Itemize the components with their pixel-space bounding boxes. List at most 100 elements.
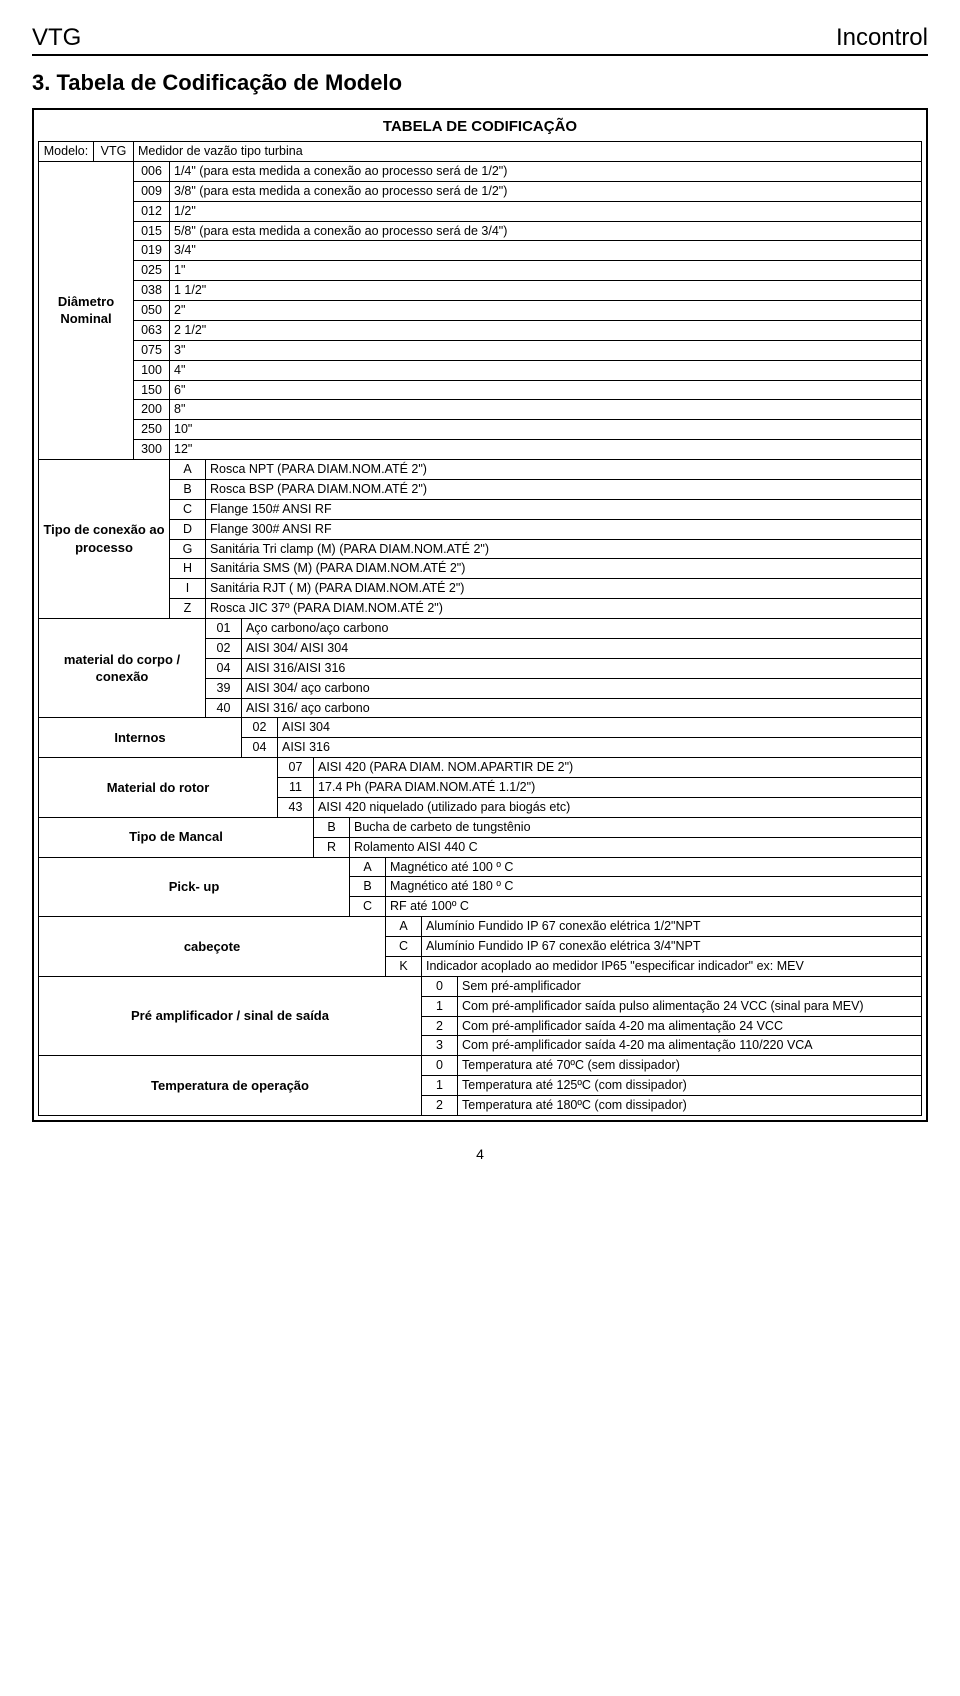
diam-val: 10" <box>170 420 922 440</box>
mr-code: 07 <box>278 758 314 778</box>
diam-code: 009 <box>134 181 170 201</box>
pa-val: Com pré-amplificador saída 4-20 ma alime… <box>458 1016 922 1036</box>
cab-code: A <box>386 917 422 937</box>
tc-val: Rosca JIC 37º (PARA DIAM.NOM.ATÉ 2") <box>206 599 922 619</box>
temp-val: Temperatura até 70ºC (sem dissipador) <box>458 1056 922 1076</box>
tc-code: C <box>170 499 206 519</box>
tc-code: H <box>170 559 206 579</box>
diam-val: 5/8" (para esta medida a conexão ao proc… <box>170 221 922 241</box>
mc-val: Aço carbono/aço carbono <box>242 619 922 639</box>
pu-code: B <box>350 877 386 897</box>
header-left: VTG <box>32 24 81 52</box>
pa-code: 3 <box>422 1036 458 1056</box>
header-right: Incontrol <box>836 24 928 52</box>
pu-code: C <box>350 897 386 917</box>
diam-code: 100 <box>134 360 170 380</box>
pa-code: 2 <box>422 1016 458 1036</box>
material-rotor-label: Material do rotor <box>39 758 278 818</box>
tm-val: Rolamento AISI 440 C <box>350 837 922 857</box>
temp-code: 1 <box>422 1076 458 1096</box>
tipo-mancal-label: Tipo de Mancal <box>39 817 314 857</box>
mc-code: 04 <box>206 658 242 678</box>
mr-code: 43 <box>278 797 314 817</box>
diam-val: 1/2" <box>170 201 922 221</box>
tipo-conexao-label: Tipo de conexão ao processo <box>39 460 170 619</box>
page-header: VTG Incontrol <box>32 24 928 56</box>
temp-code: 2 <box>422 1096 458 1116</box>
tc-val: Sanitária SMS (M) (PARA DIAM.NOM.ATÉ 2") <box>206 559 922 579</box>
tc-code: B <box>170 479 206 499</box>
int-code: 02 <box>242 718 278 738</box>
codification-table: Modelo: VTG Medidor de vazão tipo turbin… <box>38 141 922 1116</box>
tc-code: I <box>170 579 206 599</box>
pu-val: Magnético até 180 º C <box>386 877 922 897</box>
diam-code: 300 <box>134 440 170 460</box>
diam-val: 12" <box>170 440 922 460</box>
model-label: Modelo: <box>39 142 94 162</box>
tc-code: D <box>170 519 206 539</box>
mc-code: 01 <box>206 619 242 639</box>
cab-code: C <box>386 937 422 957</box>
tc-val: Rosca NPT (PARA DIAM.NOM.ATÉ 2") <box>206 460 922 480</box>
mc-code: 39 <box>206 678 242 698</box>
tc-code: G <box>170 539 206 559</box>
mc-code: 02 <box>206 638 242 658</box>
codification-title: TABELA DE CODIFICAÇÃO <box>38 114 922 141</box>
diam-code: 050 <box>134 301 170 321</box>
diam-val: 3/8" (para esta medida a conexão ao proc… <box>170 181 922 201</box>
tc-val: Flange 300# ANSI RF <box>206 519 922 539</box>
tc-code: Z <box>170 599 206 619</box>
mr-code: 11 <box>278 778 314 798</box>
diam-code: 025 <box>134 261 170 281</box>
pa-val: Sem pré-amplificador <box>458 976 922 996</box>
cab-code: K <box>386 956 422 976</box>
internos-label: Internos <box>39 718 242 758</box>
pa-val: Com pré-amplificador saída 4-20 ma alime… <box>458 1036 922 1056</box>
mc-code: 40 <box>206 698 242 718</box>
tm-val: Bucha de carbeto de tungstênio <box>350 817 922 837</box>
temp-val: Temperatura até 125ºC (com dissipador) <box>458 1076 922 1096</box>
int-val: AISI 304 <box>278 718 922 738</box>
diam-val: 2" <box>170 301 922 321</box>
codification-box: TABELA DE CODIFICAÇÃO Modelo: VTG Medido… <box>32 108 928 1122</box>
mc-val: AISI 316/AISI 316 <box>242 658 922 678</box>
diam-val: 4" <box>170 360 922 380</box>
tc-val: Rosca BSP (PARA DIAM.NOM.ATÉ 2") <box>206 479 922 499</box>
diam-code: 012 <box>134 201 170 221</box>
pu-val: RF até 100º C <box>386 897 922 917</box>
mc-val: AISI 316/ aço carbono <box>242 698 922 718</box>
cab-val: Alumínio Fundido IP 67 conexão elétrica … <box>422 917 922 937</box>
preamp-label: Pré amplificador / sinal de saída <box>39 976 422 1056</box>
mc-val: AISI 304/ AISI 304 <box>242 638 922 658</box>
diam-code: 015 <box>134 221 170 241</box>
pu-code: A <box>350 857 386 877</box>
diam-code: 150 <box>134 380 170 400</box>
int-code: 04 <box>242 738 278 758</box>
model-row: Modelo: VTG Medidor de vazão tipo turbin… <box>39 142 922 162</box>
diam-code: 038 <box>134 281 170 301</box>
mc-val: AISI 304/ aço carbono <box>242 678 922 698</box>
mr-val: AISI 420 niquelado (utilizado para biogá… <box>314 797 922 817</box>
tc-val: Sanitária Tri clamp (M) (PARA DIAM.NOM.A… <box>206 539 922 559</box>
mr-val: AISI 420 (PARA DIAM. NOM.APARTIR DE 2") <box>314 758 922 778</box>
model-desc: Medidor de vazão tipo turbina <box>134 142 922 162</box>
diam-val: 3/4" <box>170 241 922 261</box>
temp-code: 0 <box>422 1056 458 1076</box>
tm-code: R <box>314 837 350 857</box>
page-number: 4 <box>32 1146 928 1162</box>
cab-val: Alumínio Fundido IP 67 conexão elétrica … <box>422 937 922 957</box>
diam-code: 063 <box>134 320 170 340</box>
pu-val: Magnético até 100 º C <box>386 857 922 877</box>
pickup-label: Pick- up <box>39 857 350 917</box>
diam-val: 8" <box>170 400 922 420</box>
diam-val: 1 1/2" <box>170 281 922 301</box>
tm-code: B <box>314 817 350 837</box>
cabecote-label: cabeçote <box>39 917 386 977</box>
diam-val: 2 1/2" <box>170 320 922 340</box>
tc-code: A <box>170 460 206 480</box>
diam-code: 075 <box>134 340 170 360</box>
diam-code: 250 <box>134 420 170 440</box>
diam-val: 1/4" (para esta medida a conexão ao proc… <box>170 161 922 181</box>
diam-code: 019 <box>134 241 170 261</box>
diam-val: 6" <box>170 380 922 400</box>
